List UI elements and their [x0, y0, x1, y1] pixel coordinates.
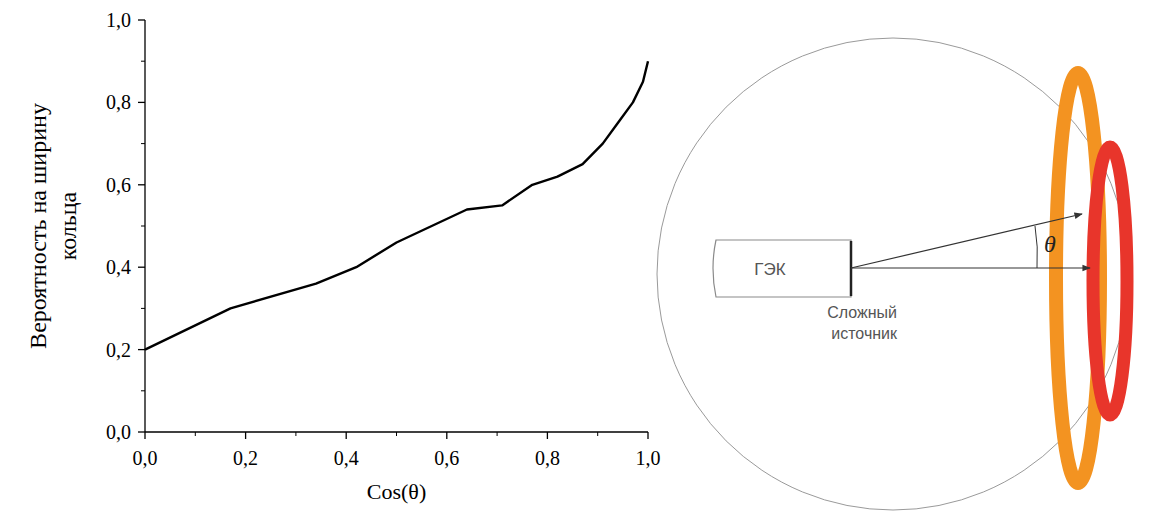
y-tick-label: 0,8	[106, 91, 131, 113]
angle-label: θ	[1044, 231, 1056, 257]
source-label: источник	[831, 325, 898, 342]
y-minor-tick	[141, 226, 145, 227]
y-minor-tick	[141, 308, 145, 309]
source-label: Сложный	[827, 304, 897, 321]
y-minor-tick	[141, 143, 145, 144]
red-ring	[1093, 147, 1127, 415]
y-tick	[138, 431, 145, 432]
x-tick	[245, 432, 246, 439]
x-axis-title: Cos(θ)	[367, 479, 426, 504]
plot-area	[145, 61, 648, 349]
figure: 0,0 0,2 0,4 0,6 0,8 1,0 0,0 0,2 0,4 0,6 0,8 1,0 Cos(…	[0, 0, 1169, 514]
data-line	[145, 61, 648, 349]
y-minor-tick	[141, 61, 145, 62]
x-tick	[647, 432, 648, 439]
y-axis-title: кольца	[55, 191, 81, 260]
x-tick-label: 0,2	[233, 447, 258, 469]
y-tick-label: 0,0	[106, 421, 131, 443]
y-tick	[138, 184, 145, 185]
x-tick-label: 0,4	[334, 447, 359, 469]
fiber	[713, 240, 851, 297]
x-tick	[144, 432, 145, 439]
x-tick	[547, 432, 548, 439]
x-minor-tick	[396, 432, 397, 436]
x-minor-tick	[497, 432, 498, 436]
x-tick	[446, 432, 447, 439]
y-minor-tick	[141, 390, 145, 391]
y-tick-label: 1,0	[106, 9, 131, 31]
x-minor-tick	[597, 432, 598, 436]
x-tick	[346, 432, 347, 439]
x-minor-tick	[195, 432, 196, 436]
y-tick	[138, 267, 145, 268]
y-tick-label: 0,6	[106, 174, 131, 196]
y-tick-label: 0,2	[106, 339, 131, 361]
x-minor-tick	[295, 432, 296, 436]
axis-arrow	[851, 267, 1090, 268]
fiber-label: ГЭК	[754, 260, 785, 279]
x-tick-label: 0,0	[133, 447, 158, 469]
x-tick-label: 1,0	[636, 447, 661, 469]
sphere	[657, 38, 1129, 510]
angle-arc	[1035, 226, 1037, 268]
y-tick	[138, 19, 145, 20]
angle-arrow	[851, 214, 1082, 268]
y-tick-label: 0,4	[106, 256, 131, 278]
y-tick	[138, 102, 145, 103]
y-tick	[138, 349, 145, 350]
x-tick-label: 0,8	[535, 447, 560, 469]
y-axis-title: Вероятность на ширину	[25, 103, 51, 349]
x-tick-label: 0,6	[434, 447, 459, 469]
